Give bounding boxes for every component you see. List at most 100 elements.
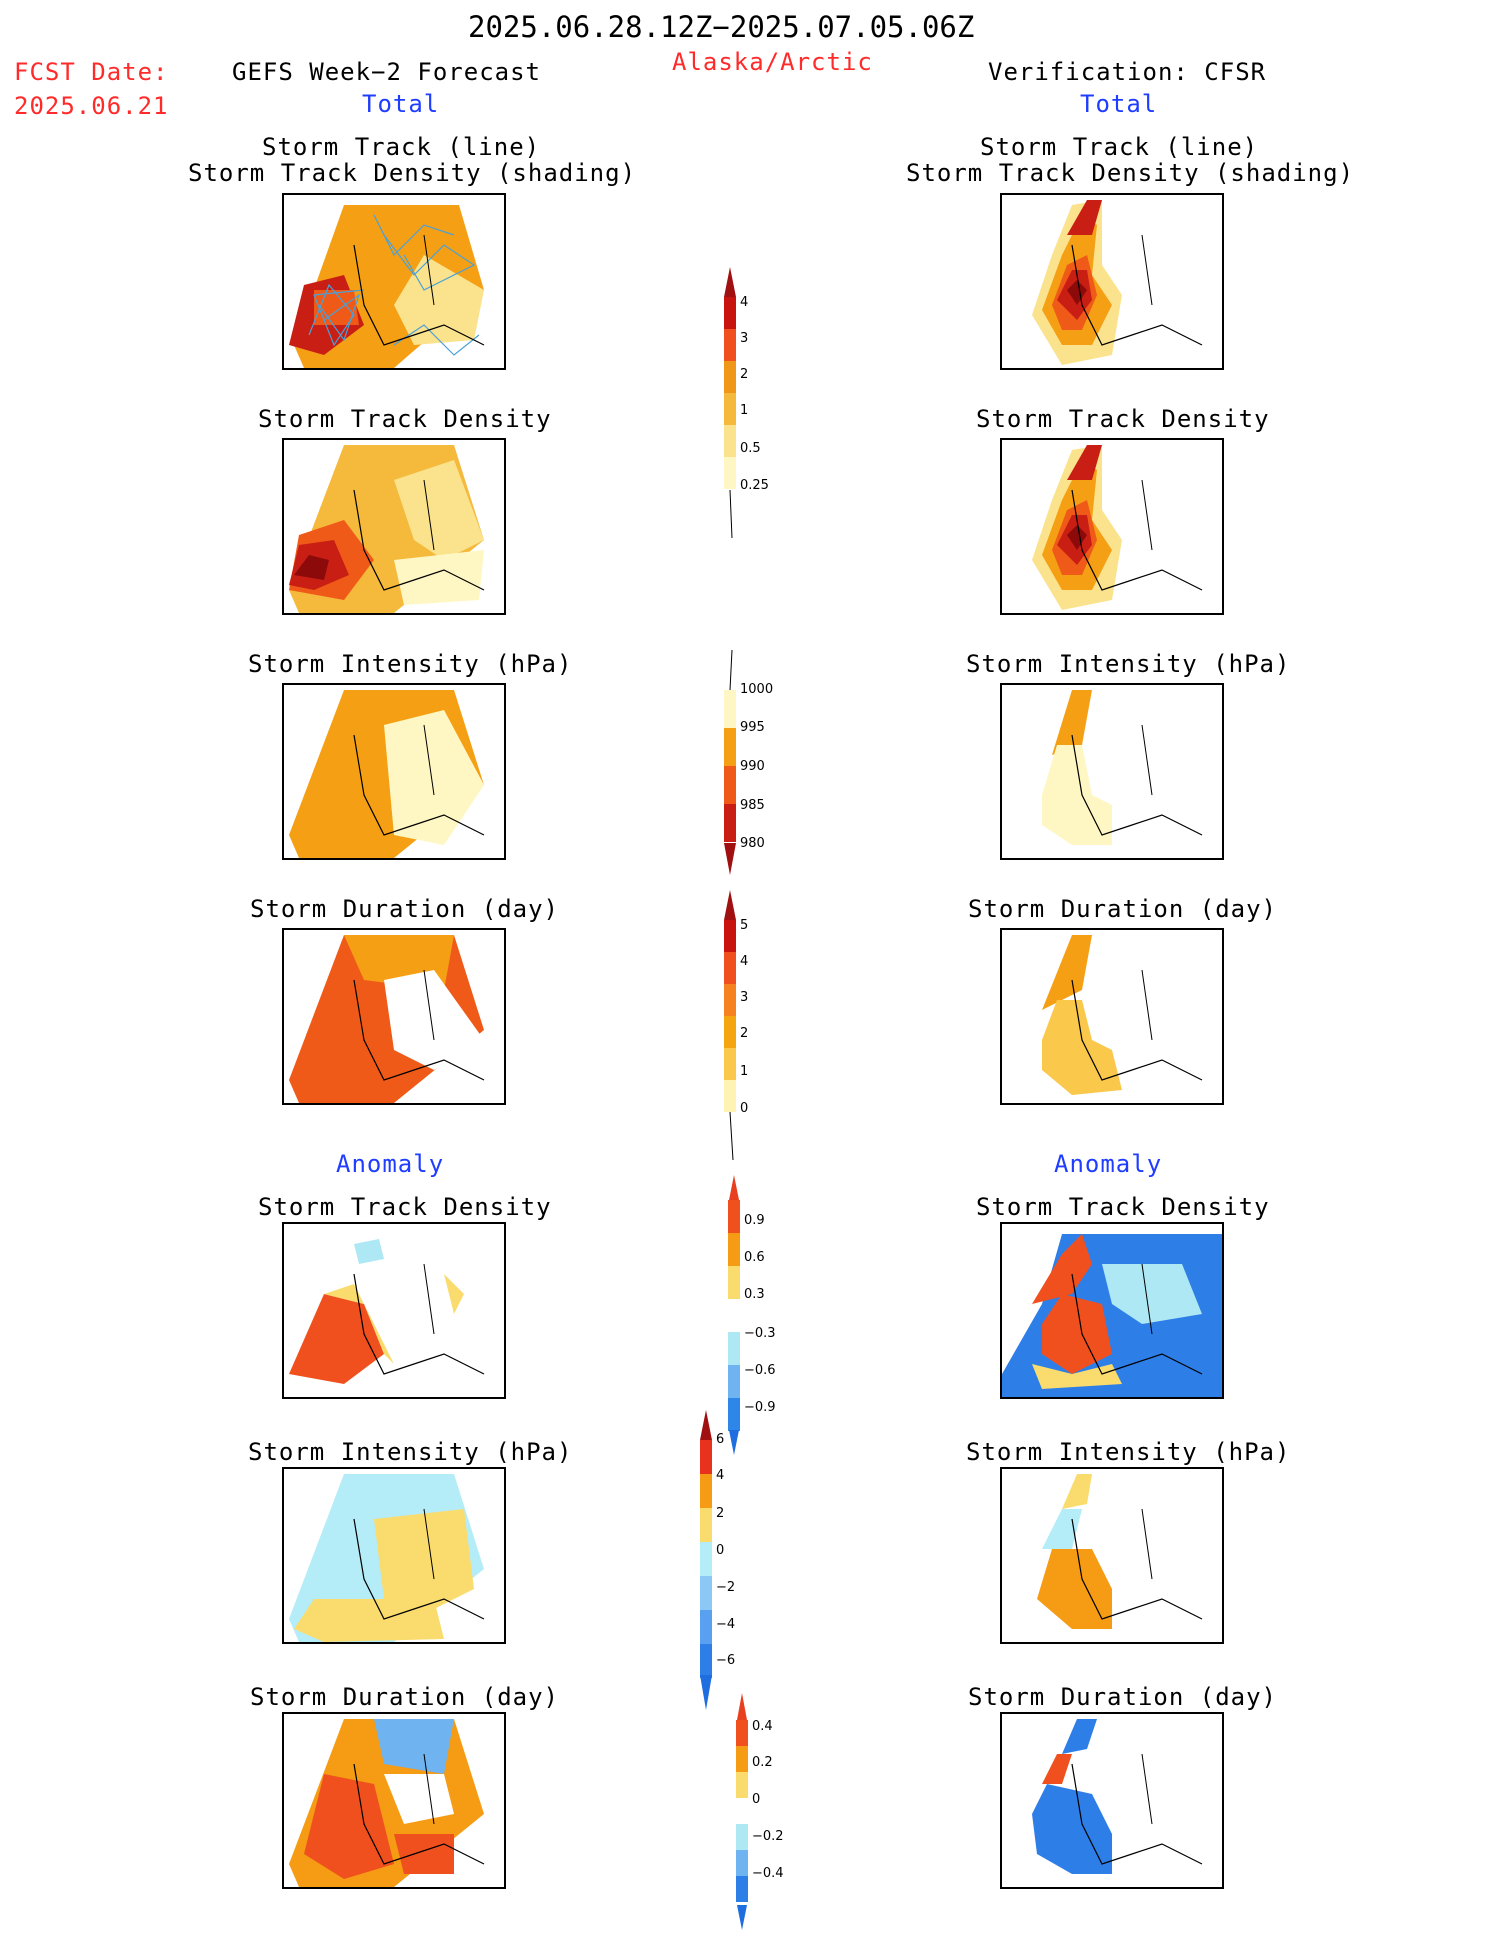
density-tick-label: 4 — [740, 295, 748, 310]
colorbar-duration-top-arrow — [724, 890, 736, 920]
intensity-tick-label: 990 — [740, 759, 765, 774]
anom_density-tick-label: −0.6 — [744, 1363, 776, 1378]
anom_density-tick-label: −0.3 — [744, 1326, 776, 1341]
anom_intensity-segment — [700, 1576, 712, 1610]
anom_intensity-segment — [700, 1508, 712, 1542]
right-track-shading-title: Storm Track Density (shading) — [906, 159, 1355, 187]
density-segment — [724, 457, 736, 489]
map-forecast-density — [282, 438, 506, 615]
anom_duration-tick-label: 0.4 — [752, 1719, 773, 1734]
colorbar-intensity-bottom-arrow — [724, 843, 736, 875]
intensity-segment — [724, 804, 736, 842]
map-verification-track-plot — [1032, 200, 1203, 365]
anom_intensity-segment — [700, 1440, 712, 1474]
anom_duration-tick-label: −0.4 — [752, 1866, 784, 1881]
total-left-label: Total — [362, 90, 440, 118]
duration-tick-label: 2 — [740, 1026, 748, 1041]
anomaly-left-label: Anomaly — [336, 1150, 445, 1178]
anom_density-tick-label: 0.9 — [744, 1213, 765, 1228]
colorbar-duration: 5 4 3 2 1 0 — [724, 890, 748, 1161]
total-right-label: Total — [1080, 90, 1158, 118]
duration-segment — [724, 920, 736, 952]
map-verification-anom-duration-plot — [1032, 1719, 1203, 1874]
right-column-title: Verification: CFSR — [988, 58, 1267, 86]
left-density-title: Storm Track Density — [258, 405, 552, 433]
duration-tick-label: 0 — [740, 1101, 748, 1116]
right-track-line-title: Storm Track (line) — [980, 133, 1259, 161]
anom_density-segment — [728, 1233, 740, 1266]
anom_intensity-tick-label: 2 — [716, 1506, 724, 1521]
anom_density-segment — [728, 1200, 740, 1233]
map-forecast-anom-duration — [282, 1712, 506, 1889]
anom_density-segment — [728, 1398, 740, 1431]
map-forecast-anom-duration-plot — [289, 1719, 485, 1887]
anom_duration-tick-label: 0.2 — [752, 1755, 773, 1770]
map-forecast-track-plot — [289, 205, 485, 368]
map-verification-density — [1000, 438, 1224, 615]
anom_duration-segment — [736, 1798, 748, 1824]
left-intensity-title: Storm Intensity (hPa) — [248, 650, 573, 678]
right-density-title: Storm Track Density — [976, 405, 1270, 433]
fcst-date-label: FCST Date: — [14, 58, 169, 86]
fcst-date-value: 2025.06.21 — [14, 92, 169, 120]
anom_intensity-tick-label: −2 — [716, 1580, 735, 1595]
intensity-tick-label: 985 — [740, 798, 765, 813]
anom_duration-segment — [736, 1720, 748, 1746]
duration-tick-label: 1 — [740, 1064, 748, 1079]
anom_density-segment — [728, 1299, 740, 1332]
colorbar-anom-intensity-bottom-arrow — [700, 1675, 712, 1710]
anom_intensity-segment — [700, 1610, 712, 1644]
map-verification-duration — [1000, 928, 1224, 1105]
map-verification-density-plot — [1032, 445, 1203, 610]
anom_intensity-tick-label: 4 — [716, 1468, 724, 1483]
left-column-title: GEFS Week−2 Forecast — [232, 58, 541, 86]
map-forecast-density-plot — [289, 445, 485, 613]
map-verification-anom-duration — [1000, 1712, 1224, 1889]
right-anom-density-title: Storm Track Density — [976, 1193, 1270, 1221]
colorbar-intensity: 1000 995 990 985 980 — [724, 649, 773, 875]
duration-tick-label: 3 — [740, 990, 748, 1005]
colorbar-anom-density: 0.9 0.6 0.3 −0.3 −0.6 −0.9 — [728, 1175, 776, 1455]
density-tick-label: 3 — [740, 331, 748, 346]
map-forecast-duration — [282, 928, 506, 1105]
intensity-tick-label: 1000 — [740, 682, 773, 697]
intensity-segment — [724, 690, 736, 728]
colorbar-anom-duration-top-arrow — [737, 1693, 747, 1720]
density-segment — [724, 361, 736, 393]
duration-segment — [724, 1016, 736, 1048]
density-tick-label: 0.25 — [740, 478, 769, 493]
map-verification-intensity-plot — [1042, 690, 1203, 845]
anomaly-right-label: Anomaly — [1054, 1150, 1163, 1178]
left-track-shading-title: Storm Track Density (shading) — [188, 159, 637, 187]
anom_duration-tick-label: −0.2 — [752, 1829, 784, 1844]
map-forecast-intensity — [282, 683, 506, 860]
anom_duration-segment — [736, 1876, 748, 1902]
density-tick-label: 1 — [740, 403, 748, 418]
map-verification-anom-intensity-plot — [1037, 1474, 1203, 1629]
anom_density-tick-label: −0.9 — [744, 1400, 776, 1415]
left-anom-intensity-title: Storm Intensity (hPa) — [248, 1438, 573, 1466]
period-title: 2025.06.28.12Z−2025.07.05.06Z — [468, 10, 975, 44]
anom_intensity-tick-label: −6 — [716, 1653, 735, 1668]
anom_intensity-tick-label: 6 — [716, 1432, 724, 1447]
anom_density-tick-label: 0.3 — [744, 1287, 765, 1302]
anom_intensity-segment — [700, 1644, 712, 1678]
anom_duration-segment — [736, 1772, 748, 1798]
colorbar-anom-duration-bottom-arrow — [737, 1905, 747, 1930]
duration-tick-label: 4 — [740, 954, 748, 969]
right-intensity-title: Storm Intensity (hPa) — [966, 650, 1291, 678]
anom_duration-segment — [736, 1824, 748, 1850]
duration-segment — [724, 1080, 736, 1112]
anom_intensity-segment — [700, 1474, 712, 1508]
colorbar-anom-intensity-top-arrow — [700, 1410, 712, 1440]
right-anom-duration-title: Storm Duration (day) — [968, 1683, 1277, 1711]
map-verification-anom-density-plot — [1002, 1234, 1222, 1397]
left-anom-density-title: Storm Track Density — [258, 1193, 552, 1221]
right-duration-title: Storm Duration (day) — [968, 895, 1277, 923]
map-forecast-anom-intensity-plot — [289, 1474, 485, 1642]
left-duration-title: Storm Duration (day) — [250, 895, 559, 923]
intensity-tick-label: 995 — [740, 720, 765, 735]
duration-segment — [724, 984, 736, 1016]
duration-segment — [724, 952, 736, 984]
duration-segment — [724, 1048, 736, 1080]
